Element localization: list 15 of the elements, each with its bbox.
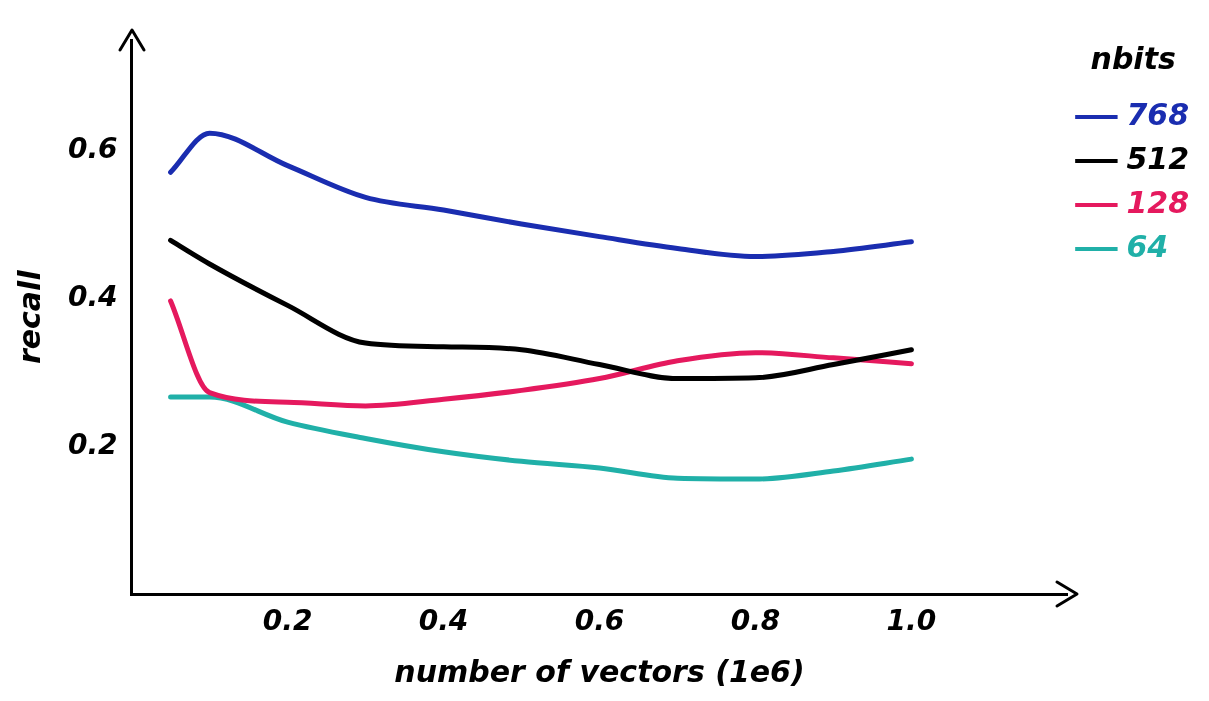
legend-label: 128 (1126, 184, 1189, 220)
legend-label: 64 (1126, 228, 1169, 264)
y-tick-label: 0.4 (67, 280, 118, 313)
legend-title: nbits (1090, 40, 1176, 76)
x-tick-label: 0.2 (262, 604, 313, 638)
x-tick-label: 0.4 (418, 604, 469, 638)
x-axis-title: number of vectors (1e6) (394, 653, 805, 689)
legend-label: 512 (1126, 140, 1189, 176)
y-tick-label: 0.6 (67, 132, 118, 166)
y-tick-label: 0.2 (67, 427, 118, 461)
y-axis-title: recall (11, 269, 47, 365)
x-tick-label: 0.6 (574, 604, 625, 638)
x-tick-label: 1.0 (886, 604, 937, 638)
legend-label: 768 (1126, 96, 1189, 132)
x-tick-label: 0.8 (730, 604, 781, 638)
